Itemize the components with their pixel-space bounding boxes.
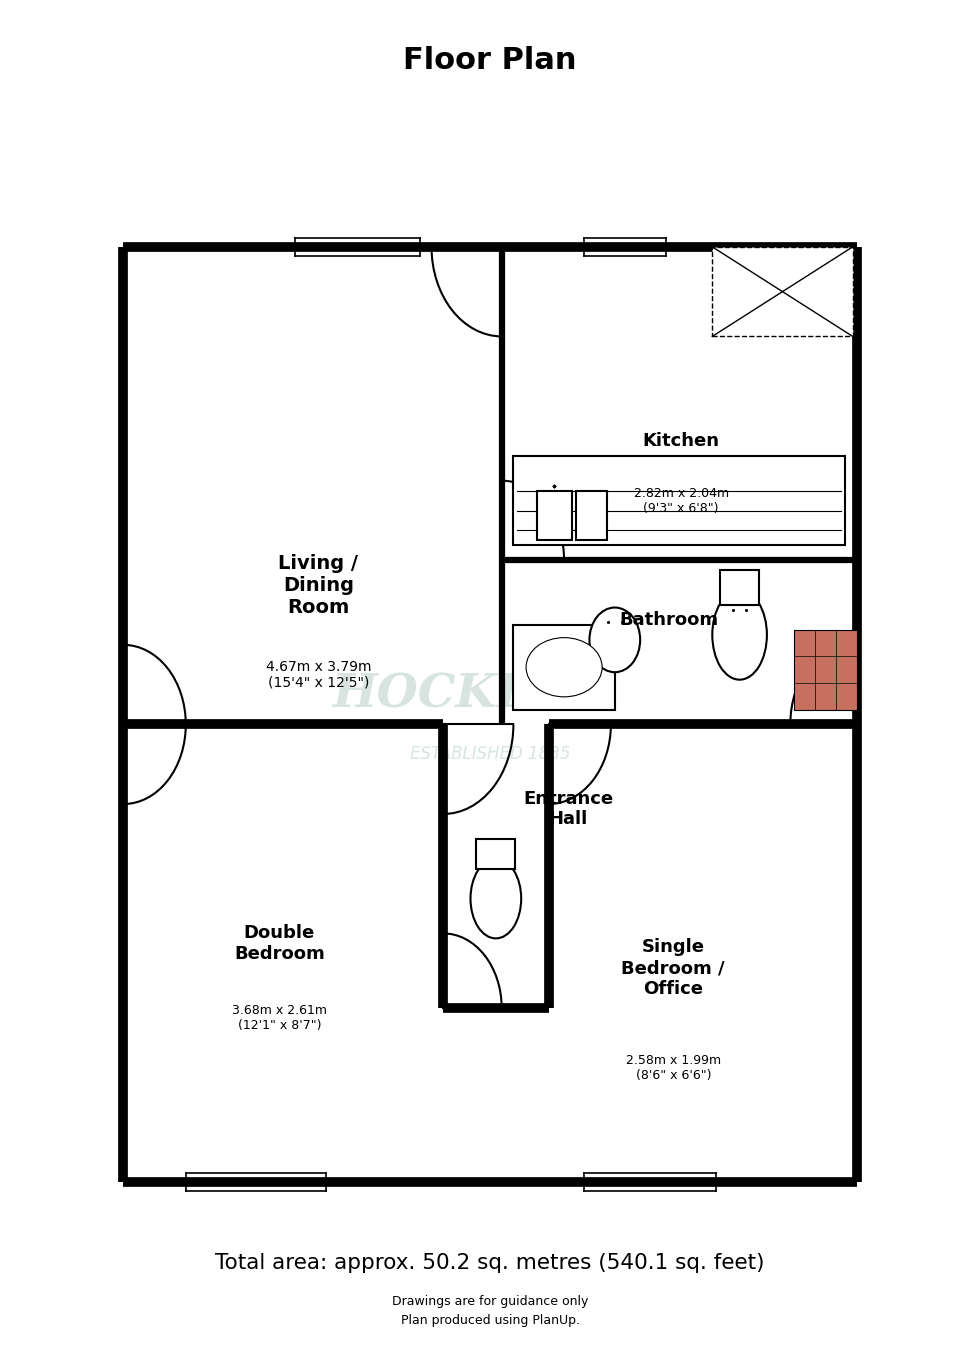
Bar — [845, 634, 868, 714]
Text: Plan produced using PlanUp.: Plan produced using PlanUp. — [401, 1313, 579, 1327]
Bar — [112, 725, 135, 814]
Text: Living /
Dining
Room: Living / Dining Room — [278, 554, 359, 617]
Bar — [720, 570, 760, 605]
Text: Single
Bedroom /
Office: Single Bedroom / Office — [621, 939, 725, 998]
Bar — [514, 625, 614, 710]
Text: 4.67m x 3.79m
(15'4" x 12'5"): 4.67m x 3.79m (15'4" x 12'5") — [266, 660, 371, 690]
Text: HOCKEYS: HOCKEYS — [332, 672, 601, 718]
Text: Drawings are for guidance only: Drawings are for guidance only — [392, 1294, 588, 1308]
Bar — [537, 490, 572, 540]
Ellipse shape — [526, 637, 602, 696]
Text: 2.58m x 1.99m
(8'6" x 6'6"): 2.58m x 1.99m (8'6" x 6'6") — [626, 1053, 721, 1082]
Bar — [584, 1171, 716, 1193]
Bar — [502, 546, 564, 575]
Text: ESTABLISHED 1885: ESTABLISHED 1885 — [410, 745, 570, 764]
Ellipse shape — [589, 607, 640, 672]
Text: Kitchen: Kitchen — [643, 432, 719, 450]
Text: 2.82m x 2.04m
(9'3" x 6'8"): 2.82m x 2.04m (9'3" x 6'8") — [633, 486, 729, 515]
Bar — [476, 839, 515, 869]
Bar — [431, 232, 502, 261]
Bar — [794, 630, 857, 710]
Bar — [712, 247, 853, 337]
Bar — [295, 234, 419, 259]
Ellipse shape — [470, 859, 521, 939]
Bar — [584, 234, 665, 259]
Text: Bathroom: Bathroom — [619, 612, 719, 629]
Bar — [431, 993, 498, 1018]
Bar — [112, 645, 135, 725]
Text: Double
Bedroom: Double Bedroom — [234, 924, 324, 963]
Bar — [373, 710, 443, 740]
Text: Floor Plan: Floor Plan — [403, 46, 577, 75]
Bar — [514, 455, 845, 546]
Text: Entrance
Hall: Entrance Hall — [523, 789, 613, 828]
Ellipse shape — [712, 590, 767, 680]
Text: Total area: approx. 50.2 sq. metres (540.1 sq. feet): Total area: approx. 50.2 sq. metres (540… — [216, 1254, 764, 1273]
Bar — [186, 1171, 326, 1193]
Bar — [576, 490, 607, 540]
Text: 3.68m x 2.61m
(12'1" x 8'7"): 3.68m x 2.61m (12'1" x 8'7") — [232, 1004, 327, 1032]
Bar — [549, 710, 611, 740]
